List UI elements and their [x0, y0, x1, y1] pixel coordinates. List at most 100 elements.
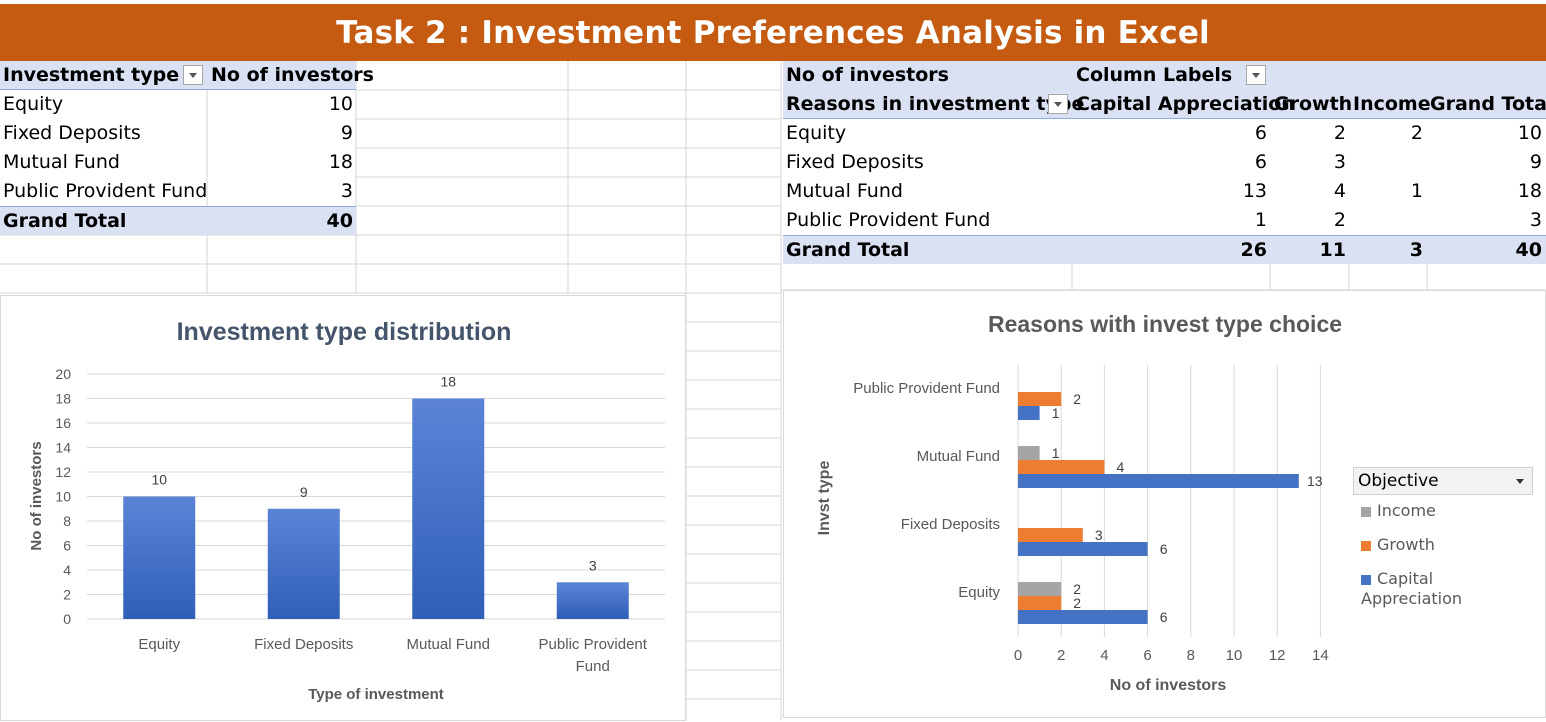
data-label: 1	[1052, 405, 1060, 421]
y-tick-label: 12	[55, 464, 71, 480]
grand-total-row: Grand Total 40	[0, 206, 356, 235]
legend-title-text: Objective	[1358, 471, 1439, 491]
y-tick-label: 20	[55, 366, 71, 382]
chart-legend[interactable]: Objective Income Growth Capital Apprecia…	[1353, 467, 1533, 608]
legend-label: Growth	[1377, 535, 1435, 554]
pivot2-col-header[interactable]: Grand Total	[1430, 93, 1546, 115]
x-tick-label: Fund	[576, 658, 610, 675]
y-tick-label: 14	[55, 440, 71, 456]
legend-title[interactable]: Objective	[1353, 467, 1533, 495]
x-axis-title: No of investors	[1110, 677, 1227, 694]
cell-value[interactable]: 6	[1254, 122, 1267, 144]
cell-value[interactable]: 2	[1333, 209, 1346, 231]
y-tick-label: Equity	[958, 584, 1000, 601]
pivot2-col-header[interactable]: Income	[1353, 93, 1431, 115]
x-tick-label: 2	[1057, 647, 1065, 664]
data-label: 9	[300, 484, 308, 500]
row-label[interactable]: Fixed Deposits	[3, 122, 141, 144]
cell-value[interactable]: 1	[1410, 180, 1423, 202]
cell-value[interactable]: 3	[1333, 151, 1346, 173]
pivot1-header-type[interactable]: Investment type	[3, 64, 180, 86]
cell-value[interactable]: 40	[1515, 239, 1542, 261]
table-row: Mutual Fund 13 4 1 18	[783, 177, 1546, 206]
cell-value[interactable]: 10	[1517, 122, 1542, 144]
row-label[interactable]: Mutual Fund	[786, 180, 903, 202]
chart-title: Reasons with invest type choice	[988, 311, 1342, 337]
y-axis-title: Invst type	[816, 461, 833, 536]
table-row: Equity 10	[0, 90, 356, 119]
legend-item-growth[interactable]: Growth	[1361, 535, 1435, 555]
row-label[interactable]: Public Provident Fund	[786, 209, 991, 231]
cell-value[interactable]: 1	[1254, 209, 1267, 231]
y-tick-label: Fixed Deposits	[901, 516, 1000, 533]
bar	[1018, 582, 1062, 596]
y-tick-label: 16	[55, 415, 71, 431]
investment-type-chart[interactable]: Investment type distribution 0 2 4 6 8 10 12 14 1…	[0, 295, 686, 721]
row-label[interactable]: Equity	[3, 93, 64, 115]
legend-item-capital-appreciation[interactable]: Capital Appreciation	[1361, 569, 1533, 608]
table-row: Equity 6 2 2 10	[783, 119, 1546, 148]
chart1-canvas: Investment type distribution 0 2 4 6 8 10 12 14 1…	[28, 318, 665, 703]
pivot1-header-count[interactable]: No of investors	[211, 64, 374, 86]
row-value[interactable]: 10	[328, 93, 353, 115]
data-label: 2	[1073, 391, 1081, 407]
legend-item-income[interactable]: Income	[1361, 501, 1436, 521]
table-row: Fixed Deposits 6 3 9	[783, 148, 1546, 177]
row-label[interactable]: Public Provident Fund	[3, 180, 208, 202]
data-label: 3	[1095, 527, 1103, 543]
y-tick-label: 6	[63, 538, 71, 554]
cell-value[interactable]: 3	[1409, 239, 1423, 261]
filter-dropdown-icon[interactable]	[183, 65, 203, 85]
bar	[412, 398, 485, 619]
row-label[interactable]: Grand Total	[786, 239, 910, 261]
cell-value[interactable]: 11	[1319, 239, 1346, 261]
row-value[interactable]: 18	[328, 151, 353, 173]
cell-value[interactable]: 3	[1529, 209, 1542, 231]
chevron-down-icon[interactable]	[1516, 479, 1524, 484]
x-tick-label: 8	[1187, 647, 1195, 664]
legend-swatch	[1361, 574, 1371, 585]
bar	[123, 496, 196, 619]
cell-value[interactable]: 9	[1529, 151, 1542, 173]
cell-value[interactable]: 26	[1240, 239, 1267, 261]
y-axis-title: No of investors	[28, 441, 45, 550]
bar	[1018, 406, 1040, 420]
pivot2-column-labels[interactable]: Column Labels	[1076, 64, 1233, 86]
filter-dropdown-icon[interactable]	[1246, 65, 1266, 85]
x-tick-label: 6	[1143, 647, 1151, 664]
cell-value[interactable]: 6	[1254, 151, 1267, 173]
table-row: Public Provident Fund 1 2 3	[783, 206, 1546, 235]
pivot1-header-row: Investment type No of investors	[0, 61, 374, 90]
row-value[interactable]: 3	[340, 180, 353, 202]
bar	[1018, 474, 1299, 488]
cell-value[interactable]: 4	[1333, 180, 1346, 202]
pivot2-col-header[interactable]: Capital Appreciation	[1076, 93, 1295, 115]
cell-value[interactable]: 13	[1242, 180, 1267, 202]
cell-value[interactable]: 2	[1333, 122, 1346, 144]
filter-dropdown-icon[interactable]	[1048, 94, 1068, 114]
cell-value[interactable]: 2	[1410, 122, 1423, 144]
bar	[556, 582, 629, 619]
row-value[interactable]: 9	[340, 122, 353, 144]
pivot2-row-header[interactable]: Reasons in investment type	[786, 93, 1085, 115]
x-tick-label: 10	[1226, 647, 1243, 664]
row-label[interactable]: Mutual Fund	[3, 151, 120, 173]
bar	[267, 508, 340, 619]
reasons-chart[interactable]: Reasons with invest type choice 0 2 4 6 8 10 12…	[783, 290, 1546, 718]
data-label: 6	[1160, 541, 1168, 557]
row-label[interactable]: Fixed Deposits	[786, 151, 924, 173]
bar	[1018, 596, 1062, 610]
title-banner: Task 2 : Investment Preferences Analysis…	[0, 4, 1546, 61]
data-label: 18	[440, 374, 456, 390]
row-label[interactable]: Grand Total	[3, 210, 127, 232]
row-value[interactable]: 40	[326, 210, 353, 232]
pivot2-col-header[interactable]: Growth	[1274, 93, 1353, 115]
data-label: 4	[1117, 459, 1125, 475]
x-tick-label: 0	[1014, 647, 1022, 664]
data-label: 6	[1160, 609, 1168, 625]
cell-value[interactable]: 18	[1517, 180, 1542, 202]
legend-swatch	[1361, 540, 1371, 551]
table-row: Public Provident Fund 3	[0, 177, 356, 206]
pivot2-values-label[interactable]: No of investors	[786, 64, 949, 86]
row-label[interactable]: Equity	[786, 122, 847, 144]
